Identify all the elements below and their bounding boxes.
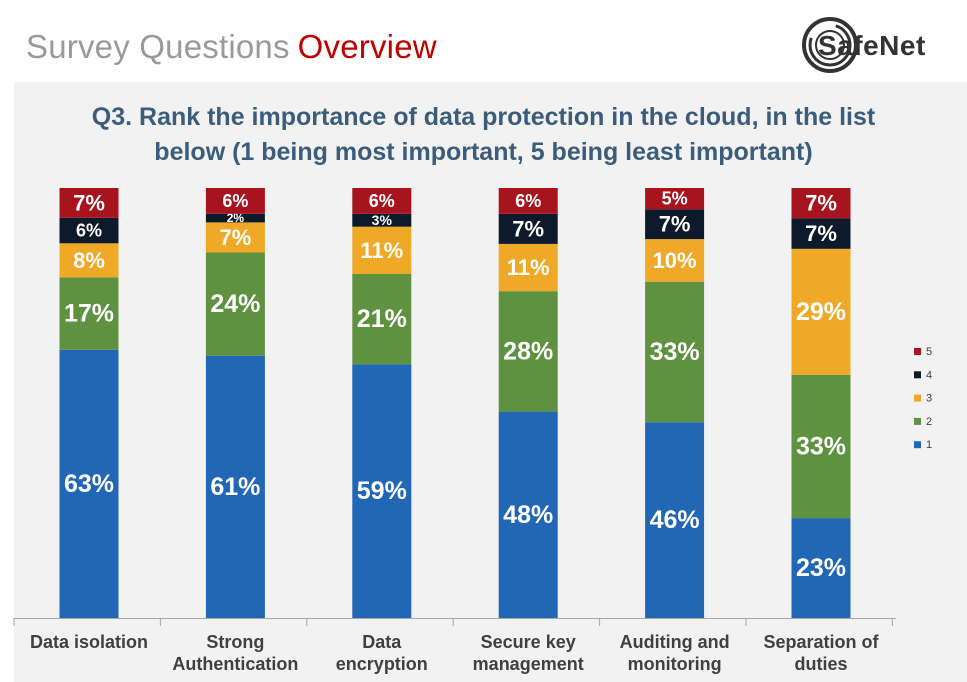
page-title-part1: Survey Questions — [26, 28, 290, 65]
bar-segment — [59, 188, 119, 218]
x-tick-label: duties — [794, 654, 847, 674]
bar-segment — [352, 274, 412, 365]
data-label: 6% — [515, 191, 541, 211]
data-label: 28% — [503, 337, 553, 365]
legend-swatch — [914, 348, 921, 355]
bar-segment — [352, 213, 412, 227]
bar-segment — [205, 222, 265, 253]
bar-segment — [791, 188, 851, 219]
data-label: 6% — [222, 191, 248, 211]
question-line-2: below (1 being most important, 5 being l… — [154, 138, 813, 166]
data-label: 33% — [796, 432, 846, 460]
logo-text: SafeNet — [818, 30, 926, 61]
x-tick-label: monitoring — [628, 654, 722, 674]
data-label: 7% — [805, 191, 837, 216]
data-label: 59% — [357, 477, 407, 505]
question-line-1: Q3. Rank the importance of data protecti… — [91, 103, 876, 131]
data-label: 17% — [64, 300, 114, 328]
logo-swirl-icon — [802, 17, 858, 73]
data-label: 7% — [220, 225, 252, 250]
x-tick-label: Auditing and — [620, 632, 730, 652]
bar-segment — [352, 188, 412, 214]
safenet-logo: SafeNet — [800, 12, 960, 78]
bar-segment — [791, 518, 851, 618]
data-label: 7% — [805, 221, 837, 246]
legend-swatch — [914, 417, 921, 425]
page-title-part2: Overview — [297, 28, 437, 65]
bar-segment — [645, 209, 705, 240]
x-tick-label: Strong — [206, 632, 264, 652]
bar-segment — [498, 243, 558, 292]
legend-swatch — [914, 371, 921, 379]
data-label: 6% — [76, 221, 102, 241]
data-label: 48% — [503, 501, 553, 529]
legend-label: 3 — [926, 393, 932, 405]
x-tick-label: encryption — [336, 654, 428, 674]
data-label: 61% — [210, 473, 260, 501]
chart-question: Q3. Rank the importance of data protecti… — [0, 100, 967, 170]
bar-segment — [498, 188, 558, 214]
bar-segment — [59, 349, 119, 618]
bar-segment — [645, 422, 705, 618]
bar-segment — [59, 277, 119, 350]
data-label: 7% — [73, 190, 105, 215]
bar-segment — [59, 217, 119, 244]
bar-segment — [352, 364, 412, 618]
data-label: 7% — [512, 216, 544, 241]
bar-segment — [205, 213, 265, 223]
x-tick-label: management — [473, 654, 584, 674]
bar-segment — [205, 355, 265, 618]
bar-segment — [791, 248, 851, 375]
data-label: 63% — [64, 470, 114, 498]
data-label: 11% — [507, 255, 550, 280]
legend-label: 5 — [926, 346, 932, 358]
x-tick-label: Secure key — [481, 632, 576, 652]
data-label: 10% — [653, 248, 697, 273]
legend-swatch — [914, 394, 921, 402]
bar-segment — [791, 218, 851, 249]
data-label: 2% — [227, 211, 245, 225]
data-label: 33% — [650, 338, 700, 366]
legend-label: 2 — [926, 416, 932, 428]
data-label: 21% — [357, 305, 407, 333]
page-title: Survey Questions Overview — [26, 28, 437, 66]
x-tick-label: Data isolation — [30, 632, 148, 652]
bar-segment — [352, 226, 412, 274]
data-label: 11% — [360, 238, 403, 263]
bar-segment — [59, 243, 119, 278]
bar-segment — [791, 374, 851, 519]
bar-segment — [498, 213, 558, 244]
legend-swatch — [914, 441, 921, 449]
bar-segment — [645, 281, 705, 423]
data-label: 6% — [369, 191, 395, 211]
data-label: 46% — [650, 506, 700, 534]
data-label: 3% — [372, 212, 393, 228]
bar-segment — [645, 188, 705, 210]
x-tick-label: Data — [362, 632, 402, 652]
bar-segment — [498, 291, 558, 412]
data-label: 24% — [210, 290, 260, 318]
bar-segment — [645, 239, 705, 282]
data-label: 5% — [662, 189, 688, 209]
bar-segment — [498, 411, 558, 618]
bar-segment — [205, 188, 265, 214]
bar-segment — [205, 252, 265, 356]
legend-label: 1 — [926, 439, 932, 451]
data-label: 29% — [796, 298, 846, 326]
data-label: 7% — [659, 212, 691, 237]
legend-label: 4 — [926, 369, 932, 381]
x-tick-label: Authentication — [172, 654, 298, 674]
x-tick-label: Separation of — [763, 632, 879, 652]
data-label: 23% — [796, 554, 846, 582]
data-label: 8% — [73, 248, 105, 273]
